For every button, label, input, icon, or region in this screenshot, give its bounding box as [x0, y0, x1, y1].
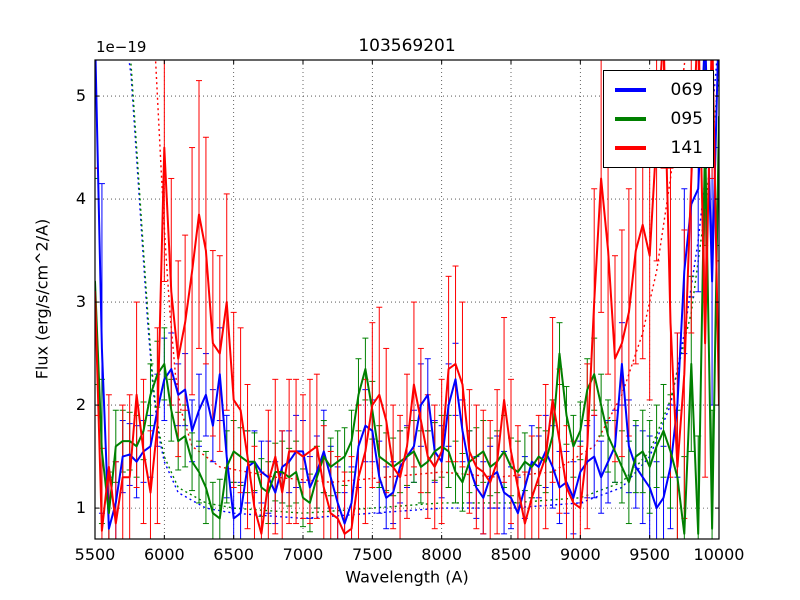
svg-text:4: 4: [76, 189, 86, 208]
legend-line-sample-069: [615, 88, 646, 92]
x-tick-labels: 5500 6000 6500 7000 7500 8000 8500 9000 9500 1000…: [75, 545, 745, 564]
axes-frame: [94, 59, 720, 540]
y-axis-label: Flux (erg/s/cm^2/A): [32, 218, 52, 380]
plot-title: 103569201: [358, 36, 456, 56]
legend-label-095: 095: [670, 108, 703, 129]
legend-label-141: 141: [670, 137, 703, 158]
x-axis-label: Wavelength (A): [345, 567, 469, 587]
tick-marks: [94, 60, 720, 539]
svg-text:3: 3: [76, 292, 86, 311]
legend-item-141: 141: [615, 136, 703, 160]
legend-line-sample-095: [615, 117, 646, 121]
svg-text:5: 5: [76, 86, 86, 105]
svg-text:6500: 6500: [213, 545, 254, 564]
svg-text:7500: 7500: [352, 545, 393, 564]
legend-label-069: 069: [670, 79, 703, 100]
svg-text:8500: 8500: [491, 545, 532, 564]
svg-text:1: 1: [76, 498, 86, 517]
svg-text:5500: 5500: [75, 545, 116, 564]
svg-text:8000: 8000: [421, 545, 462, 564]
legend-item-095: 095: [615, 107, 703, 131]
legend-item-069: 069: [615, 78, 703, 102]
y-axis-offset-label: 1e−19: [96, 38, 147, 56]
svg-text:6000: 6000: [144, 545, 185, 564]
series-line-141: [95, 60, 719, 535]
svg-text:7000: 7000: [283, 545, 324, 564]
legend: 069 095 141: [603, 70, 714, 168]
legend-line-sample-141: [615, 146, 646, 150]
svg-text:2: 2: [76, 395, 86, 414]
svg-text:10000: 10000: [694, 545, 745, 564]
svg-text:9500: 9500: [629, 545, 670, 564]
series-line-095: [95, 115, 719, 535]
svg-text:9000: 9000: [560, 545, 601, 564]
plot-data: [95, 60, 719, 539]
y-tick-labels: 1 2 3 4 5: [76, 86, 86, 517]
